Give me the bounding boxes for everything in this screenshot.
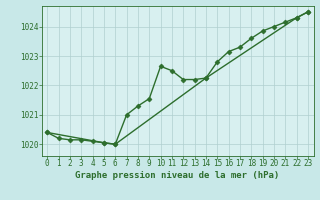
X-axis label: Graphe pression niveau de la mer (hPa): Graphe pression niveau de la mer (hPa) xyxy=(76,171,280,180)
